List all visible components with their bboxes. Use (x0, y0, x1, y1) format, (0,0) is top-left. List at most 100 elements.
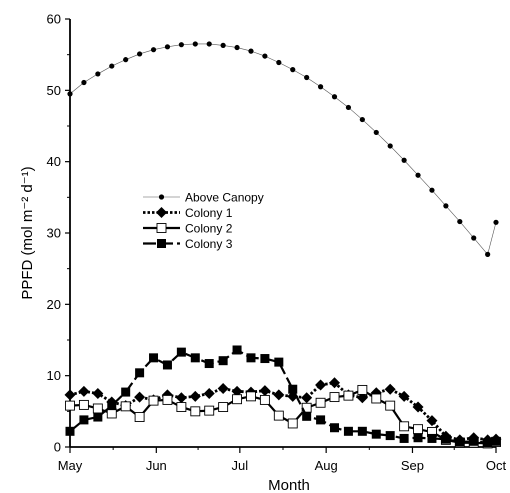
colony-3-point (343, 426, 353, 436)
above-canopy-point (192, 41, 198, 47)
above-canopy-point (206, 41, 212, 47)
colony-3-point (121, 387, 131, 397)
colony-3-point (357, 426, 367, 436)
colony-2-point (357, 384, 368, 395)
colony-3-point (399, 433, 409, 443)
colony-1-point (356, 392, 368, 404)
legend-marker-colony-3 (157, 239, 166, 248)
y-tick-label: 40 (47, 154, 61, 169)
colony-2-point (148, 395, 159, 406)
above-canopy-point (67, 91, 73, 97)
colony-3-point (483, 438, 493, 448)
colony-1-point (78, 385, 90, 397)
colony-3-point (204, 359, 214, 369)
colony-3-point (427, 433, 437, 443)
above-canopy-point (123, 57, 129, 63)
above-canopy-point (373, 129, 379, 136)
above-canopy-point (317, 84, 324, 90)
legend-label-colony-3: Colony 3 (185, 237, 233, 251)
colony-3-point (65, 426, 75, 436)
above-canopy-point (401, 157, 407, 163)
above-canopy-point (485, 251, 491, 257)
colony-3-point (469, 436, 479, 446)
colony-1-point (92, 388, 104, 399)
above-canopy-point (220, 42, 226, 48)
colony-3-point (93, 412, 103, 422)
colony-2-point (190, 406, 201, 417)
x-tick-label: May (58, 458, 83, 473)
axes: 0 10 20 30 40 50 60 May Jun Jul Aug Sep Oct (47, 12, 507, 474)
above-canopy-point (331, 94, 338, 100)
series-layer (64, 41, 502, 449)
above-canopy-line (69, 43, 497, 255)
colony-2-point (385, 400, 396, 411)
colony-1-point (384, 383, 396, 395)
above-canopy-point (457, 218, 463, 225)
y-tick-label: 30 (47, 226, 61, 241)
colony-3-point (302, 411, 312, 421)
colony-1-point (315, 379, 327, 391)
y-tick-label: 0 (54, 440, 61, 455)
colony-3-point (441, 434, 451, 444)
colony-3-point (413, 433, 423, 443)
colony-2-point (329, 392, 340, 403)
legend-label-colony-2: Colony 2 (185, 222, 233, 236)
x-axis-label: Month (268, 477, 310, 493)
colony-2-point (343, 390, 354, 401)
colony-1-point (175, 392, 187, 404)
above-canopy-point (109, 63, 115, 69)
colony-2-point (176, 402, 187, 413)
colony-2-point (162, 394, 173, 405)
colony-3-point (491, 436, 501, 446)
colony-2-point (204, 405, 215, 416)
colony-3-point (190, 353, 200, 363)
x-tick-label: Jul (232, 458, 249, 473)
colony-3-point (288, 384, 298, 394)
above-canopy-point (262, 53, 268, 59)
series-colony-3 (65, 345, 501, 448)
colony-2-point (371, 393, 382, 404)
colony-3-point (149, 353, 159, 363)
colony-1-point (426, 415, 438, 427)
colony-3-point (79, 415, 89, 425)
colony-3-point (176, 347, 186, 357)
colony-1-point (301, 392, 313, 404)
colony-1-point (189, 390, 201, 402)
above-canopy-point (178, 42, 184, 48)
colony-1-point (134, 391, 146, 403)
above-canopy-point (150, 47, 157, 53)
colony-1-point (398, 390, 410, 402)
colony-3-point (162, 360, 172, 370)
colony-3-point (107, 401, 117, 411)
above-canopy-point (345, 104, 352, 111)
above-canopy-point (304, 74, 310, 81)
colony-2-point (413, 424, 423, 435)
above-canopy-point (276, 59, 282, 66)
colony-1-point (64, 389, 76, 401)
above-canopy-point (359, 116, 365, 123)
above-canopy-point (387, 143, 393, 149)
colony-2-point (287, 418, 298, 429)
series-above-canopy (67, 41, 499, 257)
y-tick-label: 50 (47, 83, 61, 98)
colony-3-point (232, 345, 242, 355)
colony-2-point (315, 397, 326, 408)
colony-1-point (259, 385, 271, 397)
colony-2-point (134, 412, 145, 422)
colony-2-point (246, 391, 256, 402)
legend-label-colony-1: Colony 1 (185, 206, 233, 220)
colony-2-point (273, 410, 284, 421)
colony-2-point (120, 401, 131, 412)
above-canopy-point (137, 51, 143, 57)
above-canopy-point (248, 48, 254, 54)
y-tick-label: 10 (47, 368, 61, 383)
x-tick-label: Sep (401, 458, 424, 473)
colony-3-point (260, 354, 270, 364)
above-canopy-point (164, 44, 171, 50)
colony-1-point (231, 385, 243, 397)
legend-marker-colony-2 (156, 223, 167, 233)
x-tick-label: Oct (486, 458, 507, 473)
above-canopy-point (443, 203, 449, 209)
